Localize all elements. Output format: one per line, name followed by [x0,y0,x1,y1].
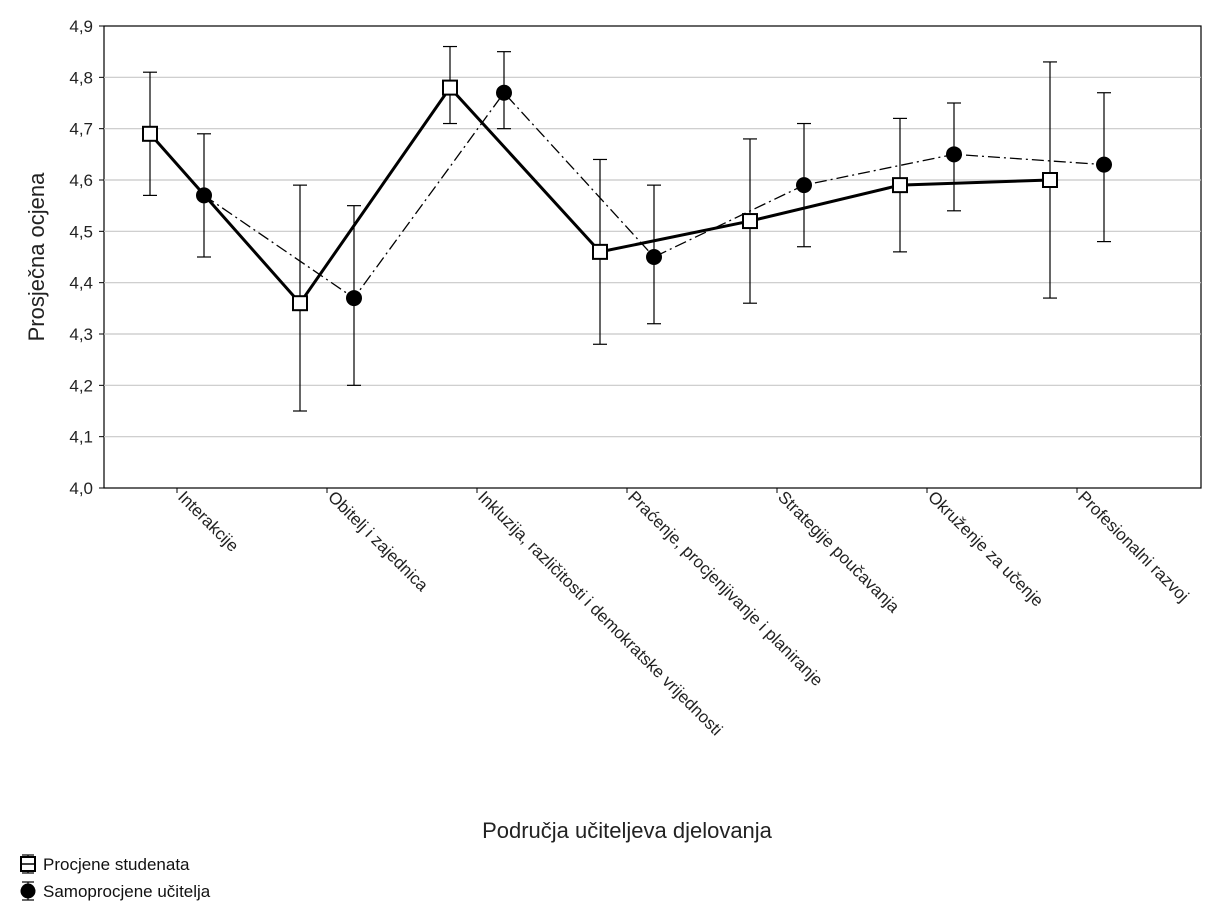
legend-item-2: Samoprocjene učitelja [20,881,211,901]
data-point-circle [796,177,812,194]
series-2 [196,51,1112,386]
y-tick-label: 4,2 [69,376,93,395]
y-tick-label: 4,5 [69,222,93,241]
data-point-circle [496,84,512,101]
y-axis-title: Prosječna ocjena [24,172,49,342]
x-category-label: Obitelj i zajednica [324,487,432,595]
x-category-label: Profesionalni razvoj [1074,487,1192,605]
data-point-square [892,177,908,194]
legend-item-1: Procjene studenata [20,854,190,874]
y-tick-label: 4,1 [69,428,93,447]
y-axis-ticks: 4,0 4,1 4,2 4,3 4,4 4,5 4,6 4,7 4,8 4,9 [69,17,104,498]
series-1 [142,45,1058,412]
data-point-square [592,243,608,260]
data-point-square [142,125,158,142]
y-tick-label: 4,3 [69,325,93,344]
y-tick-label: 4,6 [69,171,93,190]
x-category-label: Inkluzija, različitosti i demokratske vr… [474,487,726,739]
y-tick-label: 4,8 [69,68,93,87]
data-point-square [292,295,308,312]
legend-circle-icon [20,883,36,899]
y-tick-label: 4,9 [69,17,93,36]
data-point-square [742,213,758,230]
data-point-circle [646,249,662,265]
series-layer [142,45,1112,412]
x-category-label: Strategije poučavanja [774,487,903,616]
x-category-label: Interakcije [174,487,242,555]
data-point-circle [946,146,962,163]
x-axis-title: Područja učiteljeva djelovanja [482,818,773,843]
data-point-circle [1096,156,1112,173]
y-tick-label: 4,0 [69,479,93,498]
data-point-circle [196,187,212,204]
y-tick-label: 4,4 [69,274,93,293]
data-point-circle [346,290,362,307]
data-point-square [442,79,458,96]
data-point-square [1042,172,1058,188]
y-tick-label: 4,7 [69,120,93,139]
legend-label: Samoprocjene učitelja [43,882,211,901]
x-category-label: Okruženje za učenje [924,487,1047,610]
x-axis-ticks: Interakcije Obitelj i zajednica Inkluzija,… [174,487,1192,739]
legend-label: Procjene studenata [43,855,190,874]
legend: Procjene studenata Samoprocjene učitelja [20,854,211,901]
